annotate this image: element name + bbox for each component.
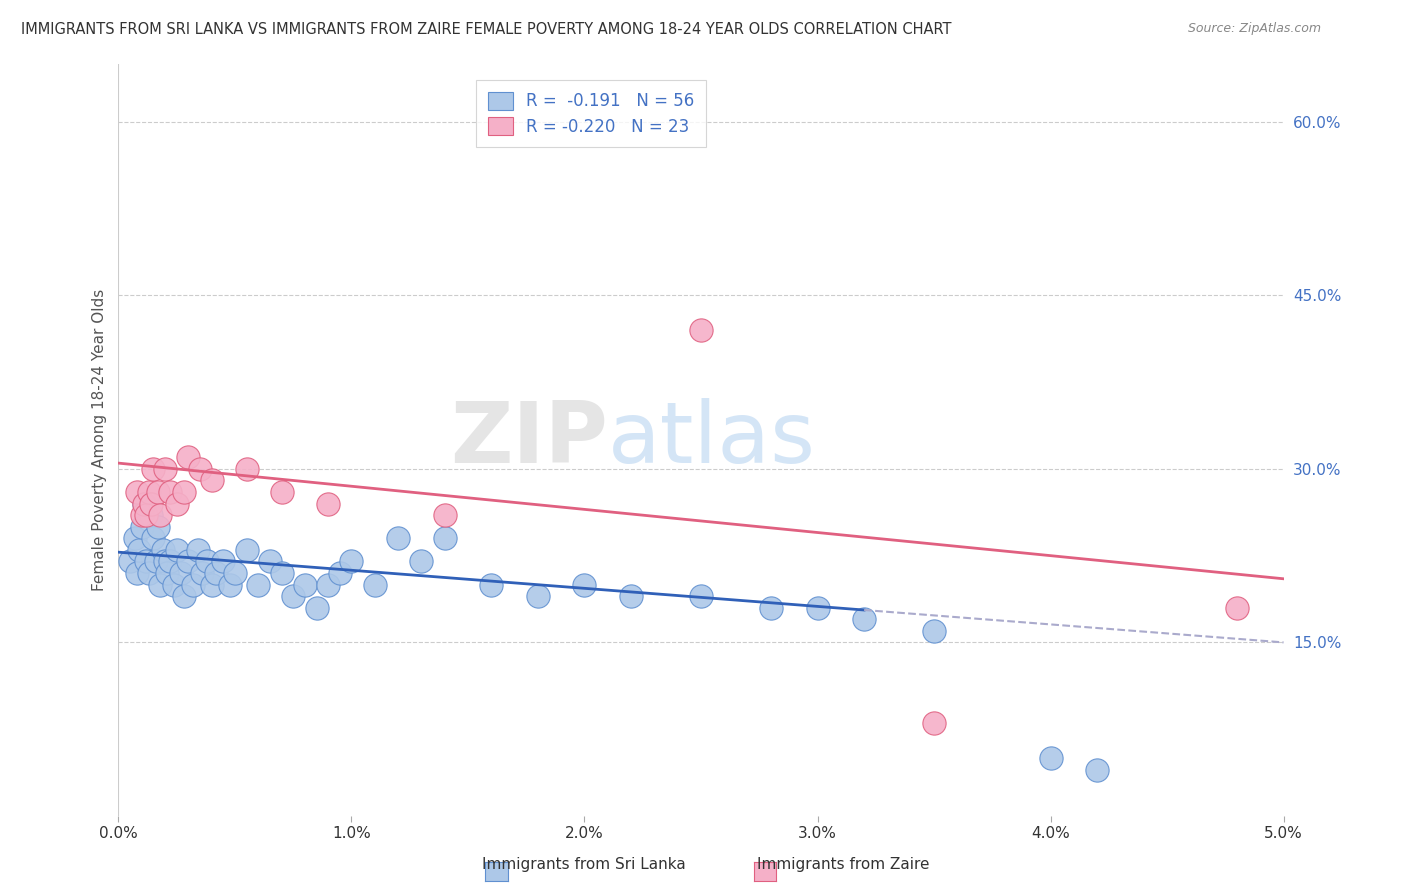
Point: [316, 577, 339, 591]
Point: [191, 566, 214, 580]
Point: [124, 531, 146, 545]
Point: [479, 577, 502, 591]
Point: [145, 554, 167, 568]
Point: [135, 554, 157, 568]
Point: [283, 589, 305, 603]
Point: [224, 566, 246, 580]
Point: [270, 566, 292, 580]
Point: [173, 589, 195, 603]
Point: [135, 508, 157, 523]
Point: [259, 554, 281, 568]
Point: [139, 497, 162, 511]
Point: [1039, 751, 1062, 765]
Point: [305, 600, 328, 615]
Point: [219, 577, 242, 591]
Point: [166, 497, 188, 511]
Point: [690, 323, 713, 337]
Point: [152, 542, 174, 557]
Point: [159, 554, 181, 568]
Point: [922, 624, 945, 638]
Point: [132, 497, 155, 511]
Point: [294, 577, 316, 591]
Point: [177, 554, 200, 568]
Point: [329, 566, 352, 580]
Point: [433, 531, 456, 545]
Point: [142, 462, 165, 476]
Point: [138, 485, 160, 500]
Point: [131, 508, 153, 523]
Point: [195, 554, 218, 568]
Point: [181, 577, 204, 591]
Point: [759, 600, 782, 615]
Point: [166, 542, 188, 557]
Point: [212, 554, 235, 568]
Text: ZIP: ZIP: [450, 399, 607, 482]
Y-axis label: Female Poverty Among 18-24 Year Olds: Female Poverty Among 18-24 Year Olds: [93, 289, 107, 591]
Point: [433, 508, 456, 523]
Point: [853, 612, 876, 626]
Point: [187, 542, 209, 557]
Text: Source: ZipAtlas.com: Source: ZipAtlas.com: [1188, 22, 1322, 36]
Point: [128, 542, 150, 557]
Point: [364, 577, 387, 591]
Point: [247, 577, 270, 591]
Point: [205, 566, 228, 580]
Point: [173, 485, 195, 500]
Point: [806, 600, 828, 615]
Point: [149, 508, 172, 523]
Point: [153, 554, 176, 568]
Point: [156, 566, 179, 580]
Point: [170, 566, 193, 580]
Point: [201, 474, 224, 488]
Point: [159, 485, 181, 500]
Point: [1085, 763, 1108, 777]
Point: [235, 542, 257, 557]
Point: [177, 450, 200, 465]
Point: [201, 577, 224, 591]
Point: [131, 520, 153, 534]
Point: [316, 497, 339, 511]
Point: [411, 554, 433, 568]
Point: [153, 462, 176, 476]
Point: [387, 531, 409, 545]
Text: atlas: atlas: [607, 399, 815, 482]
Point: [120, 554, 142, 568]
Text: IMMIGRANTS FROM SRI LANKA VS IMMIGRANTS FROM ZAIRE FEMALE POVERTY AMONG 18-24 YE: IMMIGRANTS FROM SRI LANKA VS IMMIGRANTS …: [21, 22, 952, 37]
Legend: R =  -0.191   N = 56, R = -0.220   N = 23: R = -0.191 N = 56, R = -0.220 N = 23: [477, 80, 706, 147]
Point: [146, 485, 169, 500]
Point: [188, 462, 211, 476]
Point: [125, 566, 148, 580]
Point: [340, 554, 363, 568]
Point: [142, 531, 165, 545]
Point: [132, 497, 155, 511]
Point: [574, 577, 596, 591]
Point: [138, 566, 160, 580]
Point: [235, 462, 257, 476]
Point: [922, 716, 945, 731]
Point: [690, 589, 713, 603]
Text: Immigrants from Sri Lanka: Immigrants from Sri Lanka: [482, 857, 685, 872]
Point: [149, 577, 172, 591]
Point: [1226, 600, 1249, 615]
Point: [620, 589, 643, 603]
Point: [146, 520, 169, 534]
Point: [163, 577, 186, 591]
Text: Immigrants from Zaire: Immigrants from Zaire: [758, 857, 929, 872]
Point: [125, 485, 148, 500]
Point: [139, 508, 162, 523]
Point: [527, 589, 550, 603]
Point: [270, 485, 292, 500]
